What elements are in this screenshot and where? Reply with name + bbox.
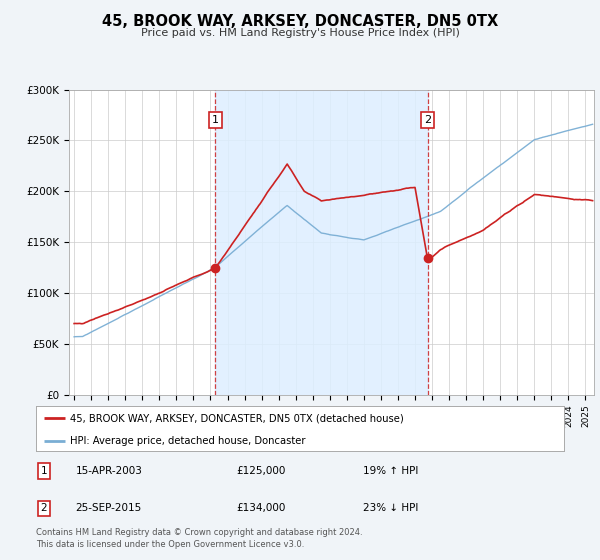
Text: 1: 1	[41, 466, 47, 476]
Bar	[215, 90, 428, 395]
Text: 2: 2	[41, 503, 47, 513]
Text: 1: 1	[212, 115, 219, 125]
Text: 45, BROOK WAY, ARKSEY, DONCASTER, DN5 0TX (detached house): 45, BROOK WAY, ARKSEY, DONCASTER, DN5 0T…	[70, 413, 404, 423]
Text: Contains HM Land Registry data © Crown copyright and database right 2024.: Contains HM Land Registry data © Crown c…	[36, 528, 362, 537]
Text: 15-APR-2003: 15-APR-2003	[76, 466, 142, 476]
Text: 45, BROOK WAY, ARKSEY, DONCASTER, DN5 0TX: 45, BROOK WAY, ARKSEY, DONCASTER, DN5 0T…	[102, 14, 498, 29]
Text: 25-SEP-2015: 25-SEP-2015	[76, 503, 142, 513]
Text: 23% ↓ HPI: 23% ↓ HPI	[364, 503, 419, 513]
Text: £134,000: £134,000	[236, 503, 286, 513]
Text: Price paid vs. HM Land Registry's House Price Index (HPI): Price paid vs. HM Land Registry's House …	[140, 28, 460, 38]
Text: This data is licensed under the Open Government Licence v3.0.: This data is licensed under the Open Gov…	[36, 540, 304, 549]
Text: 19% ↑ HPI: 19% ↑ HPI	[364, 466, 419, 476]
Text: HPI: Average price, detached house, Doncaster: HPI: Average price, detached house, Donc…	[70, 436, 306, 446]
Text: 2: 2	[424, 115, 431, 125]
Text: £125,000: £125,000	[236, 466, 286, 476]
